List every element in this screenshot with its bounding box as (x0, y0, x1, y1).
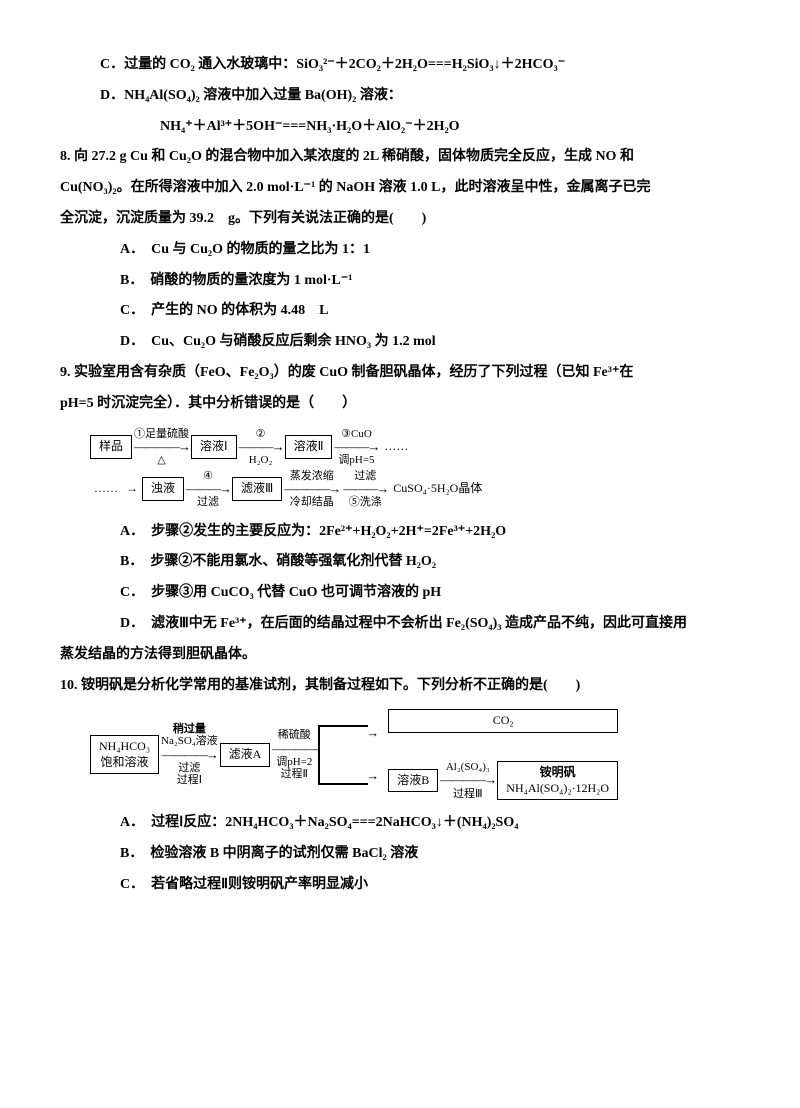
arrow-proc3: Al₂(SO₄)₃ ————→ 过程Ⅲ (438, 761, 497, 799)
q7-option-c: C．过量的 CO₂ 通入水玻璃中：SiO₃²⁻＋2CO₂＋2H₂O===H₂Si… (60, 50, 740, 81)
q9-option-d-1: D． 滤液Ⅲ中无 Fe³⁺，在后面的结晶过程中不会析出 Fe₂(SO₄)₃ 造成… (60, 609, 740, 640)
arrow-3: ③CuO ———→ 调pH=5 (332, 428, 380, 466)
q8-stem-2: Cu(NO₃)₂。在所得溶液中加入 2.0 mol·L⁻¹ 的 NaOH 溶液 … (60, 173, 740, 204)
q9-option-c: C． 步骤③用 CuCO₃ 代替 CuO 也可调节溶液的 pH (60, 578, 740, 609)
arrow-2: ② ———→ H₂O₂ (237, 428, 285, 466)
q10-option-b: B． 检验溶液 B 中阴离子的试剂仅需 BaCl₂ 溶液 (60, 839, 740, 870)
box-sample: 样品 (90, 435, 132, 459)
box-product: 铵明矾 NH₄Al(SO₄)₂·12H₂O (497, 761, 618, 800)
q10-stem: 10. 铵明矾是分析化学常用的基准试剂，其制备过程如下。下列分析不正确的是( ) (60, 671, 740, 702)
arrow-1: ①足量硫酸 ————→ △ (132, 428, 191, 466)
q8-option-b: B． 硝酸的物质的量浓度为 1 mol·L⁻¹ (60, 266, 740, 297)
box-solution-1: 溶液Ⅰ (191, 435, 237, 459)
box-co2: CO₂ (388, 709, 618, 733)
q9-diagram: 样品 ①足量硫酸 ————→ △ 溶液Ⅰ ② ———→ H₂O₂ 溶液Ⅱ ③Cu… (90, 428, 740, 509)
split-branch: → → (318, 715, 388, 795)
q8-option-a: A． Cu 与 Cu₂O 的物质的量之比为 1：1 (60, 235, 740, 266)
q10-option-c: C． 若省略过程Ⅱ则铵明矾产率明显减小 (60, 870, 740, 901)
box-solution-b: 溶液B (388, 769, 438, 793)
arrow-4: ④ ———→ 过滤 (184, 470, 232, 508)
q7-option-d-line1: D．NH₄Al(SO₄)₂ 溶液中加入过量 Ba(OH)₂ 溶液： (60, 81, 740, 112)
arrow-6: 过滤 ———→ ⑤洗涤 (341, 470, 389, 508)
arrow-5: 蒸发浓缩 ————→ 冷却结晶 (282, 470, 341, 508)
box-turbid: 浊液 (142, 477, 184, 501)
q9-diagram-row1: 样品 ①足量硫酸 ————→ △ 溶液Ⅰ ② ———→ H₂O₂ 溶液Ⅱ ③Cu… (90, 428, 740, 466)
arrow-proc1: 稍过量 Na₂SO₄溶液 ————→ 过滤 过程Ⅰ (159, 723, 220, 786)
q10-diagram: NH₄HCO₃ 饱和溶液 稍过量 Na₂SO₄溶液 ————→ 过滤 过程Ⅰ 滤… (90, 709, 740, 800)
q9-option-a: A． 步骤②发生的主要反应为：2Fe²⁺+H₂O₂+2H⁺=2Fe³⁺+2H₂O (60, 517, 740, 548)
q9-option-d-2: 蒸发结晶的方法得到胆矾晶体。 (60, 640, 740, 671)
q9-diagram-row2: …… → 浊液 ④ ———→ 过滤 滤液Ⅲ 蒸发浓缩 ————→ 冷却结晶 过滤… (90, 470, 740, 508)
row1-tail: …… (380, 439, 412, 455)
q7-option-d-line2: NH₄⁺＋Al³⁺＋5OH⁻===NH₃·H₂O＋AlO₂⁻＋2H₂O (60, 112, 740, 143)
arrow-proc2: 稀硫酸 ———— 调pH=2 过程Ⅱ (270, 729, 318, 780)
row2-tail: CuSO₄·5H₂O晶体 (389, 481, 486, 497)
box-filtrate-a: 滤液A (220, 743, 271, 767)
box-filtrate-3: 滤液Ⅲ (232, 477, 282, 501)
row2-head: …… (90, 481, 122, 497)
q10-option-a: A． 过程Ⅰ反应：2NH₄HCO₃＋Na₂SO₄===2NaHCO₃↓＋(NH₄… (60, 808, 740, 839)
q9-option-b: B． 步骤②不能用氯水、硝酸等强氧化剂代替 H₂O₂ (60, 547, 740, 578)
q10-flow: NH₄HCO₃ 饱和溶液 稍过量 Na₂SO₄溶液 ————→ 过滤 过程Ⅰ 滤… (90, 709, 740, 800)
q8-option-c: C． 产生的 NO 的体积为 4.48 L (60, 296, 740, 327)
q8-option-d: D． Cu、Cu₂O 与硝酸反应后剩余 HNO₃ 为 1.2 mol (60, 327, 740, 358)
box-solution-2: 溶液Ⅱ (285, 435, 333, 459)
q9-stem-1: 9. 实验室用含有杂质（FeO、Fe₂O₃）的废 CuO 制备胆矾晶体，经历了下… (60, 358, 740, 389)
q8-stem-3: 全沉淀，沉淀质量为 39.2 g。下列有关说法正确的是( ) (60, 204, 740, 235)
q8-stem-1: 8. 向 27.2 g Cu 和 Cu₂O 的混合物中加入某浓度的 2L 稀硝酸… (60, 142, 740, 173)
box-nh4hco3: NH₄HCO₃ 饱和溶液 (90, 735, 159, 774)
q9-stem-2: pH=5 时沉淀完全）．其中分析错误的是（ ） (60, 389, 740, 420)
